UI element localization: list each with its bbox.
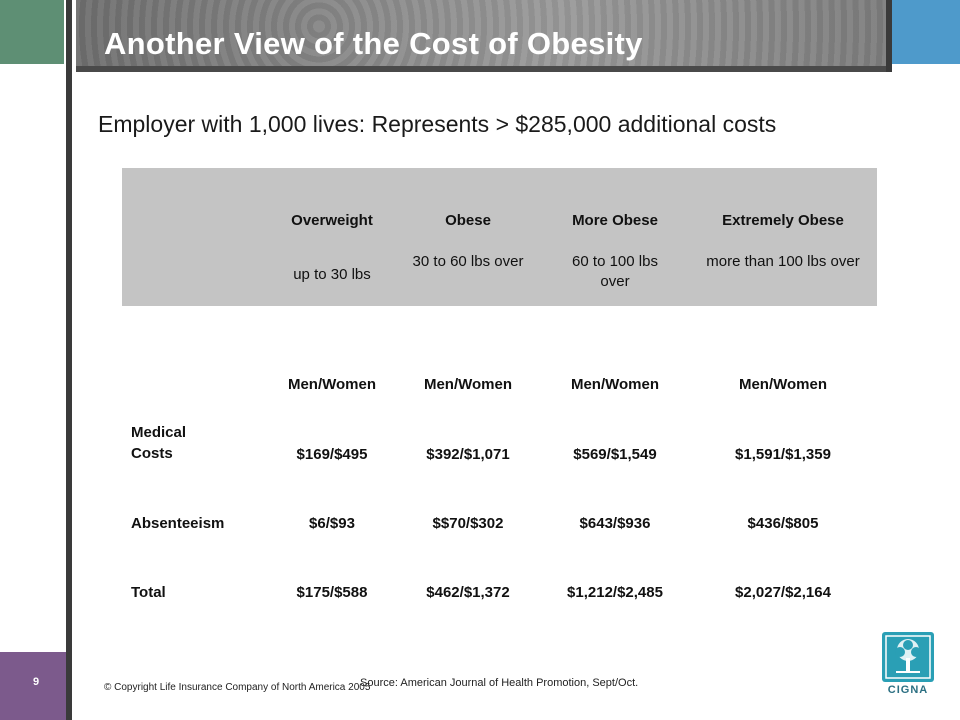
page-number: 9: [32, 676, 40, 688]
table-cell: $436/$805: [747, 515, 819, 532]
table-cell: $1,591/$1,359: [735, 446, 831, 463]
logo-wordmark: CIGNA: [887, 684, 929, 696]
footer-purple-block: [0, 652, 66, 720]
row-label-absenteeism: Absenteeism: [131, 515, 225, 532]
table-cell: $392/$1,071: [426, 446, 510, 463]
column-subheader: Men/Women: [570, 376, 660, 393]
cigna-logo: CIGNA: [882, 632, 934, 702]
table-cell: $169/$495: [296, 446, 368, 463]
title-banner: [76, 0, 886, 66]
table-cell: $6/$93: [309, 515, 355, 532]
column-subheader: Men/Women: [738, 376, 828, 393]
row-label-medical-costs: Medical Costs: [131, 424, 187, 462]
column-subheader: Men/Women: [287, 376, 377, 393]
table-cell: $2,027/$2,164: [735, 584, 831, 601]
category-range: more than 100 lbs over: [706, 253, 860, 270]
source-citation: Source: American Journal of Health Promo…: [360, 677, 639, 689]
slide-title: Another View of the Cost of Obesity: [104, 26, 643, 61]
table-cell: $1,212/$2,485: [567, 584, 663, 601]
decorative-blue-block: [892, 0, 960, 64]
decorative-green-block: [0, 0, 64, 64]
column-subheader: Men/Women: [423, 376, 513, 393]
category-name: Extremely Obese: [722, 212, 844, 229]
title-divider: [886, 0, 892, 72]
category-name: Overweight: [291, 212, 373, 229]
slide-subtitle: Employer with 1,000 lives: Represents > …: [98, 111, 777, 137]
category-name: More Obese: [572, 212, 658, 229]
category-name: Obese: [445, 212, 491, 229]
table-cell: $462/$1,372: [426, 584, 510, 601]
table-cell: $569/$1,549: [573, 446, 657, 463]
table-cell: $175/$588: [296, 584, 368, 601]
title-underline: [76, 66, 886, 72]
table-cell: $643/$936: [579, 515, 651, 532]
left-vertical-rule: [66, 0, 72, 720]
category-header-panel: [122, 168, 877, 306]
category-range: 60 to 100 lbs over: [572, 253, 658, 290]
copyright-notice: © Copyright Life Insurance Company of No…: [104, 682, 371, 693]
table-cell: $$70/$302: [432, 515, 504, 532]
category-range: 30 to 60 lbs over: [412, 253, 524, 270]
row-label-total: Total: [131, 584, 166, 601]
tree-icon: [882, 632, 934, 682]
category-range: up to 30 lbs: [293, 266, 371, 283]
